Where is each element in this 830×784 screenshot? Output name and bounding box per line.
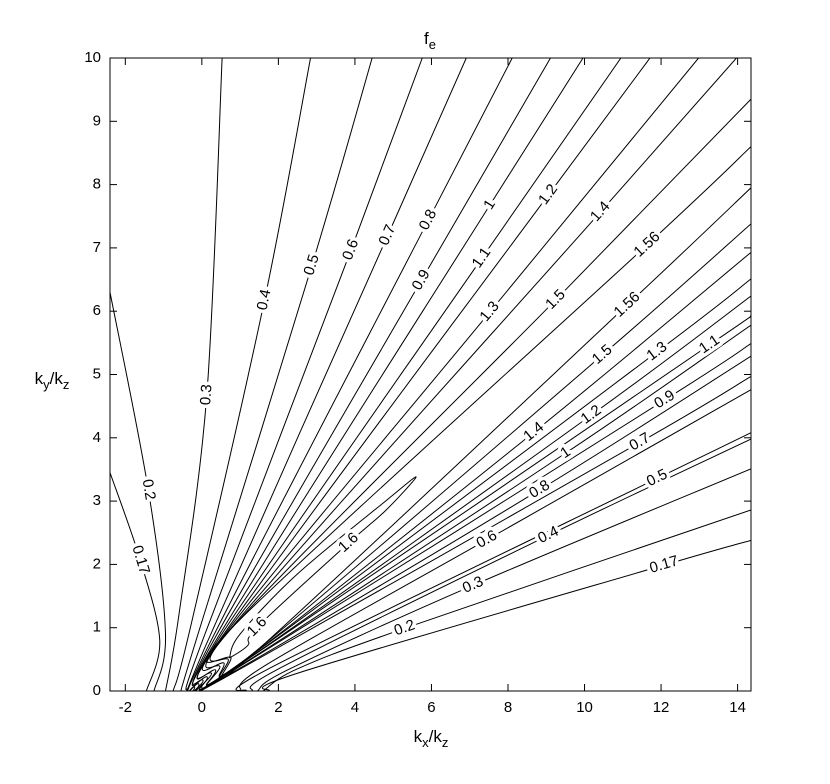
contour-line <box>180 58 751 691</box>
contour-line <box>209 98 751 679</box>
y-tick-label: 1 <box>93 619 101 636</box>
x-tick-label: 0 <box>198 699 206 716</box>
subscript: z <box>63 377 70 392</box>
contour-line <box>194 58 751 691</box>
y-tick-label: 7 <box>93 239 101 256</box>
x-tick-label: 2 <box>274 699 282 716</box>
x-tick-label: 12 <box>653 699 670 716</box>
y-tick-label: 8 <box>93 176 101 193</box>
x-tick-label: 10 <box>576 699 593 716</box>
x-tick-label: 4 <box>351 699 359 716</box>
text-part: f <box>424 29 429 48</box>
contour-line <box>201 58 751 677</box>
contour-layer <box>110 58 751 691</box>
plot-frame <box>109 57 752 692</box>
chart-title: fe <box>424 29 436 52</box>
contour-line <box>187 58 751 691</box>
contour-line <box>205 58 751 687</box>
contour-label: 0.3 <box>197 384 216 406</box>
contour-line <box>192 58 751 691</box>
contour-label: 0.2 <box>139 478 159 501</box>
text-part: k <box>35 369 44 388</box>
x-axis-title: kx/kz <box>414 727 449 750</box>
text-part: /k <box>50 369 64 388</box>
subscript: z <box>442 735 449 750</box>
y-tick-label: 6 <box>93 302 101 319</box>
y-tick-label: 4 <box>93 429 101 446</box>
text-part: /k <box>429 727 443 746</box>
subscript: y <box>43 377 50 392</box>
contour-line <box>186 58 751 691</box>
x-tick-label: 14 <box>729 699 746 716</box>
y-tick-label: 9 <box>93 112 101 129</box>
x-tick-label: -2 <box>119 699 132 716</box>
y-tick-label: 0 <box>93 682 101 699</box>
contour-line <box>164 58 751 691</box>
contour-line <box>172 58 751 691</box>
y-tick-label: 10 <box>84 49 101 66</box>
contour-line <box>196 58 751 686</box>
contour-line <box>110 292 751 691</box>
y-axis-title: ky/kz <box>35 369 70 392</box>
contour-line <box>191 58 751 691</box>
y-tick-label: 3 <box>93 492 101 509</box>
subscript: x <box>422 735 429 750</box>
y-tick-label: 2 <box>93 555 101 572</box>
contour-line <box>228 476 417 659</box>
contour-line <box>185 58 751 691</box>
x-tick-label: 8 <box>504 699 512 716</box>
text-part: k <box>414 727 423 746</box>
contour-line <box>110 472 751 691</box>
subscript: e <box>429 37 436 52</box>
y-tick-label: 5 <box>93 365 101 382</box>
x-tick-label: 6 <box>427 699 435 716</box>
